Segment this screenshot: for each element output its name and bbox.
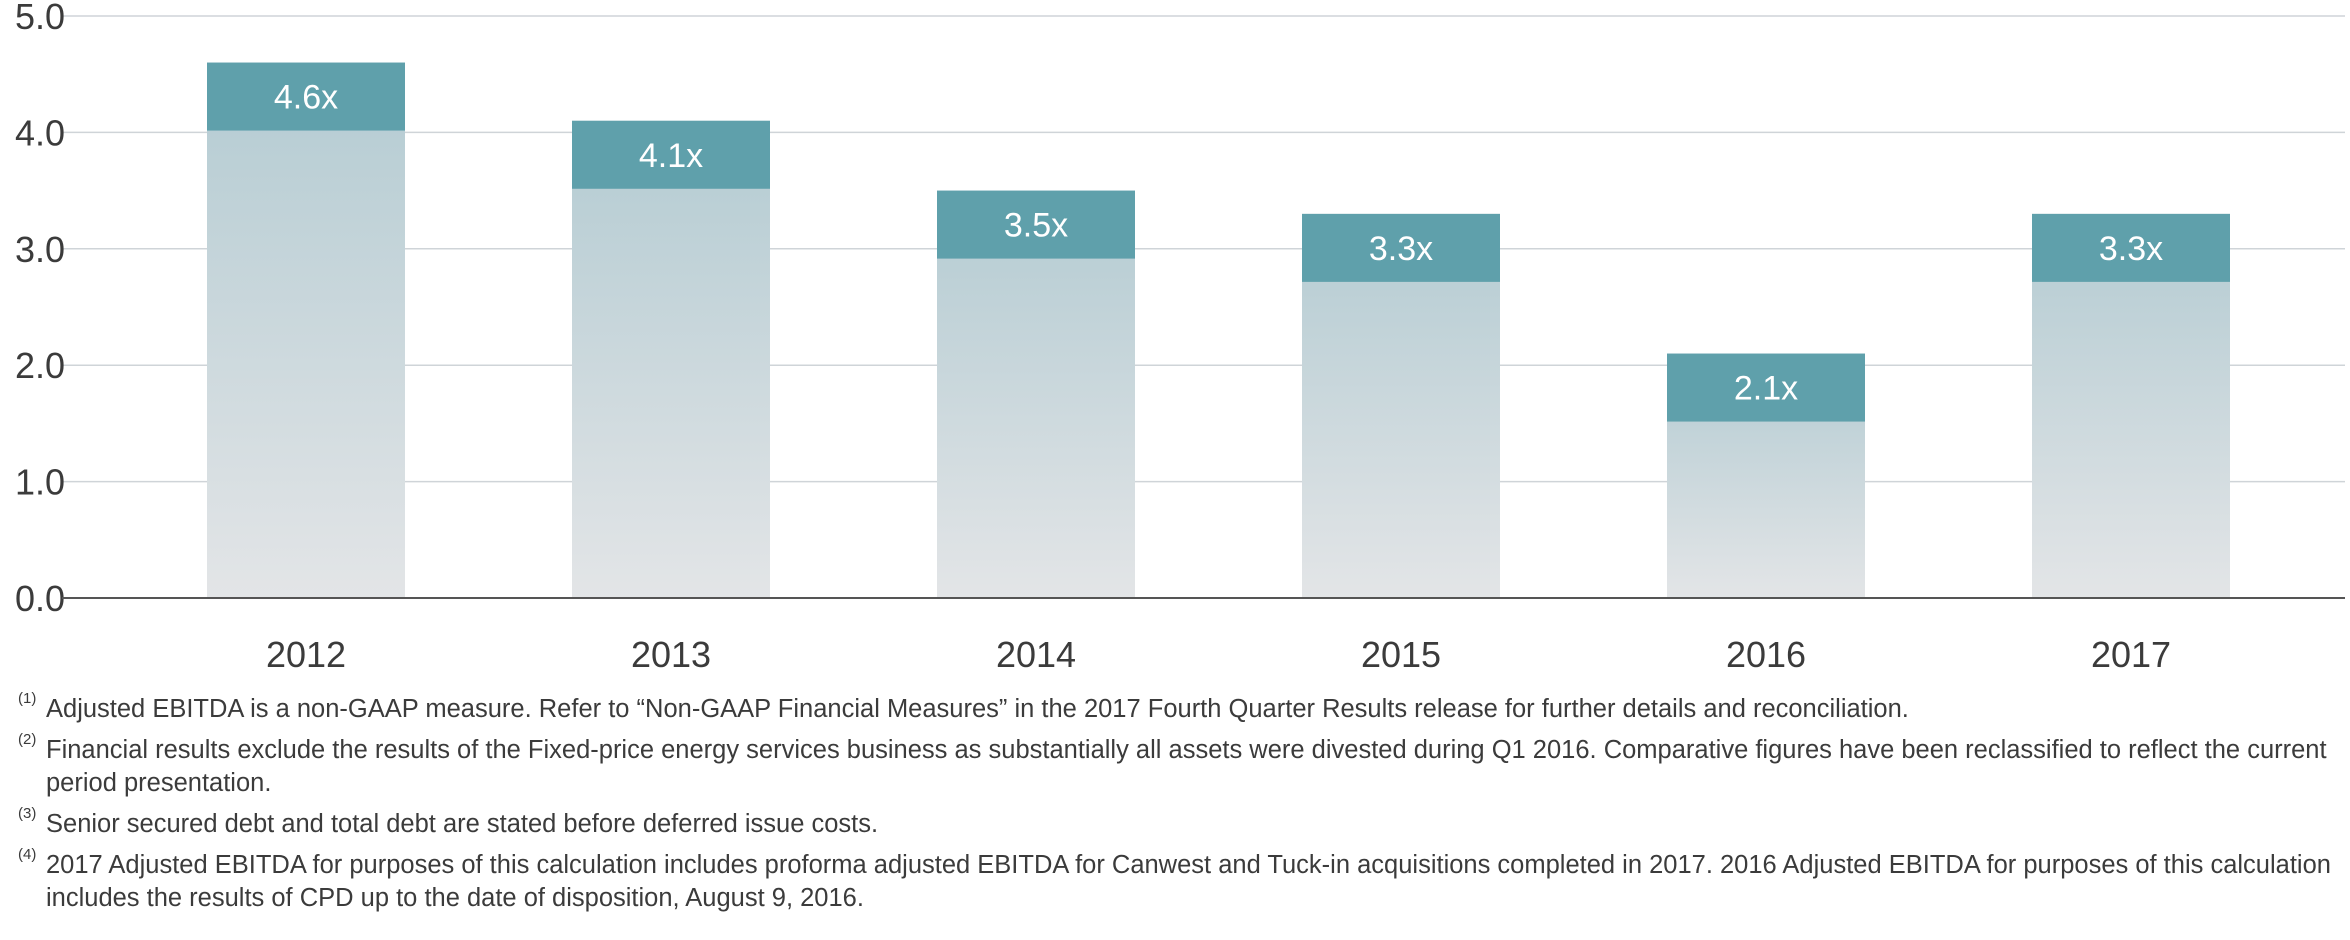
footnote-4: (4) 2017 Adjusted EBITDA for purposes of… bbox=[18, 846, 2338, 915]
data-label: 3.3x bbox=[2099, 230, 2163, 268]
x-axis-ticks: 2012 2013 2014 2015 2016 2017 bbox=[266, 634, 2171, 675]
y-tick-label: 4.0 bbox=[15, 112, 65, 153]
bar-label-band bbox=[572, 120, 770, 189]
bar-label-band bbox=[207, 62, 405, 131]
bar-2015: 3.3x bbox=[1302, 213, 1500, 598]
footnote-2: (2) Financial results exclude the result… bbox=[18, 731, 2338, 800]
x-tick-label: 2014 bbox=[996, 634, 1076, 675]
gridlines bbox=[62, 15, 2345, 483]
bar-2013: 4.1x bbox=[572, 120, 770, 598]
data-label: 3.3x bbox=[1369, 230, 1433, 268]
x-tick-label: 2016 bbox=[1726, 634, 1806, 675]
footnote-marker: (2) bbox=[18, 731, 37, 748]
footnote-text: Financial results exclude the results of… bbox=[46, 736, 2327, 797]
footnotes: (1) Adjusted EBITDA is a non-GAAP measur… bbox=[18, 690, 2338, 923]
bar-label-band bbox=[1302, 213, 1500, 282]
footnote-marker: (3) bbox=[18, 805, 37, 822]
leverage-bar-chart: 0.0 1.0 2.0 3.0 4.0 5.0 4.6x 4.1x 3.5x 3.3x 2.1x 3… bbox=[15, 0, 2345, 675]
bar-body bbox=[572, 120, 770, 598]
bar-2012: 4.6x bbox=[207, 62, 405, 599]
bars: 4.6x 4.1x 3.5x 3.3x 2.1x 3.3x bbox=[207, 62, 2230, 599]
y-tick-label: 0.0 bbox=[15, 578, 65, 619]
footnote-text: Senior secured debt and total debt are s… bbox=[46, 810, 879, 838]
y-axis-ticks: 0.0 1.0 2.0 3.0 4.0 5.0 bbox=[15, 0, 65, 619]
x-tick-label: 2013 bbox=[631, 634, 711, 675]
bar-2016: 2.1x bbox=[1667, 353, 1865, 598]
footnote-text: 2017 Adjusted EBITDA for purposes of thi… bbox=[46, 851, 2331, 912]
bar-label-band bbox=[1667, 353, 1865, 422]
y-tick-label: 1.0 bbox=[15, 462, 65, 503]
data-label: 3.5x bbox=[1004, 207, 1068, 245]
bar-label-band bbox=[937, 190, 1135, 259]
x-tick-label: 2015 bbox=[1361, 634, 1441, 675]
x-tick-label: 2017 bbox=[2091, 634, 2171, 675]
footnote-3: (3) Senior secured debt and total debt a… bbox=[18, 805, 2338, 841]
y-tick-label: 5.0 bbox=[15, 0, 65, 37]
y-tick-label: 2.0 bbox=[15, 345, 65, 386]
data-label: 2.1x bbox=[1734, 370, 1798, 408]
bar-body bbox=[207, 62, 405, 599]
x-tick-label: 2012 bbox=[266, 634, 346, 675]
footnote-text: Adjusted EBITDA is a non-GAAP measure. R… bbox=[46, 695, 1909, 723]
footnote-1: (1) Adjusted EBITDA is a non-GAAP measur… bbox=[18, 690, 2338, 726]
bar-label-band bbox=[2032, 213, 2230, 282]
y-tick-label: 3.0 bbox=[15, 229, 65, 270]
bar-2017: 3.3x bbox=[2032, 213, 2230, 598]
data-label: 4.6x bbox=[274, 79, 338, 117]
footnote-marker: (1) bbox=[18, 690, 37, 707]
footnote-marker: (4) bbox=[18, 846, 37, 863]
data-label: 4.1x bbox=[639, 137, 703, 175]
bar-2014: 3.5x bbox=[937, 190, 1135, 598]
